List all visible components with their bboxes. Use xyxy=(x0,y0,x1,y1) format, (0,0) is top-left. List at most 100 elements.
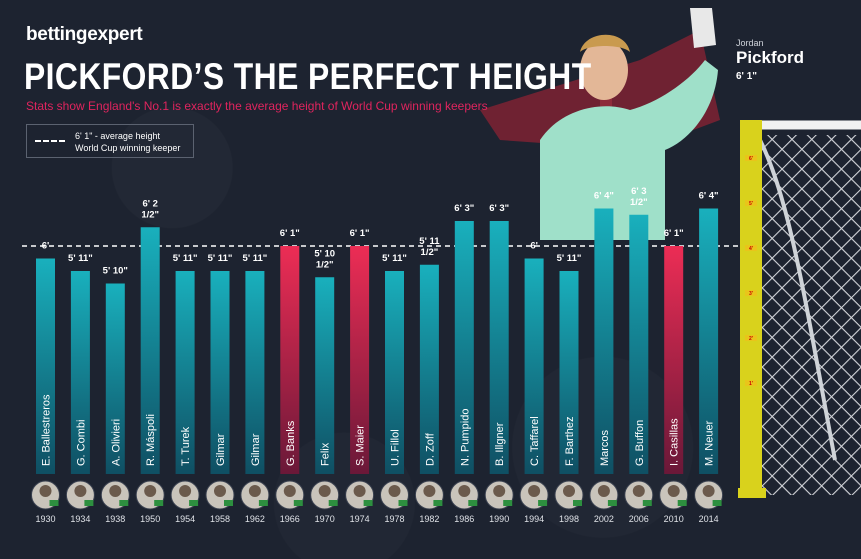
keeper-name: T. Turek xyxy=(180,426,192,466)
bar-1934 xyxy=(70,271,90,474)
flag-icon xyxy=(119,500,129,506)
bar-1954 xyxy=(175,271,195,474)
bar-1986 xyxy=(454,221,474,474)
keeper-name: U. Fillol xyxy=(390,429,402,466)
keeper-face-icon xyxy=(458,485,471,497)
bar-2002 xyxy=(594,208,614,474)
keeper-face-icon xyxy=(423,485,436,497)
year-label: 2002 xyxy=(594,514,614,524)
value-label: 6' 3" xyxy=(489,203,509,214)
value-label: 5' 11" xyxy=(243,253,268,264)
bar-1998 xyxy=(559,271,579,474)
chart-title: PICKFORD’S THE PERFECT HEIGHT xyxy=(24,56,592,97)
flag-icon xyxy=(642,500,652,506)
flag-icon xyxy=(607,500,617,506)
year-label: 1934 xyxy=(70,514,90,524)
player-height: 6' 1" xyxy=(736,71,758,82)
bar-1958 xyxy=(210,271,230,474)
year-label: 1994 xyxy=(524,514,544,524)
keeper-face-icon xyxy=(563,485,575,497)
bar-2006 xyxy=(629,214,649,474)
keeper-face-icon xyxy=(632,485,645,497)
flag-icon xyxy=(538,500,548,506)
flag-icon xyxy=(433,500,443,506)
keeper-name: B. Illgner xyxy=(494,422,506,466)
ruler-tick xyxy=(745,380,757,386)
ruler-mark-label: 4' xyxy=(749,246,753,252)
ruler-mark-label: 3' xyxy=(749,291,753,297)
keeper-name: R. Máspoli xyxy=(145,414,157,466)
year-label: 1982 xyxy=(419,514,439,524)
year-label: 1990 xyxy=(489,514,509,524)
player-first-name: Jordan xyxy=(736,38,764,48)
flag-icon xyxy=(189,500,199,506)
bar-1970 xyxy=(315,277,335,474)
bar-1962 xyxy=(245,271,265,474)
year-label: 1962 xyxy=(245,514,265,524)
bar-1982 xyxy=(419,264,439,474)
year-label: 2006 xyxy=(629,514,649,524)
flag-icon xyxy=(503,500,513,506)
value-label: 5' 11" xyxy=(68,253,93,264)
value-label: 5' 11" xyxy=(557,253,582,264)
year-label: 1938 xyxy=(105,514,125,524)
keeper-glove-shape xyxy=(690,8,716,48)
keeper-face-icon xyxy=(667,485,680,497)
keeper-name: Gilmar xyxy=(215,433,227,466)
year-label: 1930 xyxy=(35,514,55,524)
keeper-face-icon xyxy=(179,485,192,497)
ruler-post xyxy=(740,120,762,498)
keeper-face-icon xyxy=(144,485,157,497)
legend-text: 6' 1" - average height World Cup winning… xyxy=(75,131,181,153)
value-label: 6' 3 1/2" xyxy=(630,186,648,208)
keeper-name: F. Barthez xyxy=(564,416,576,466)
keeper-face-icon xyxy=(528,485,541,497)
value-label: 6' 4" xyxy=(594,191,614,202)
value-label: 5' 11" xyxy=(173,253,198,264)
value-label: 6' 3" xyxy=(454,203,474,214)
ruler-mark-label: 5' xyxy=(749,201,753,207)
bar-1978 xyxy=(385,271,404,474)
flag-icon xyxy=(258,500,268,506)
bar-2014 xyxy=(699,208,719,474)
keeper-name: N. Pumpido xyxy=(459,409,471,466)
bar-1990 xyxy=(489,221,509,474)
ruler-tick xyxy=(745,155,757,161)
value-label: 5' 11 1/2" xyxy=(419,236,440,258)
keeper-face-icon xyxy=(74,485,87,497)
flag-icon xyxy=(328,500,338,506)
flag-icon xyxy=(84,500,94,506)
keeper-name: G. Buffon xyxy=(634,420,646,466)
keeper-face-icon xyxy=(388,485,401,497)
ruler-mark-label: 1' xyxy=(749,381,753,387)
player-label: Jordan Pickford 6' 1" xyxy=(736,38,804,82)
bar-1950 xyxy=(140,227,160,474)
keeper-face-icon xyxy=(353,485,366,497)
goal-net xyxy=(762,135,861,495)
bars: 6' E. Ballestreros 1930 5' 11" G. Combi 1934 5… xyxy=(31,186,724,524)
value-label: 6' 1" xyxy=(280,228,300,239)
chart-subtitle: Stats show England's No.1 is exactly the… xyxy=(26,99,488,113)
flag-icon xyxy=(154,500,164,506)
value-label: 5' 11" xyxy=(382,253,407,264)
keeper-name: I. Casillas xyxy=(669,418,681,466)
year-label: 2010 xyxy=(664,514,684,524)
year-label: 1966 xyxy=(280,514,300,524)
keeper-face-icon xyxy=(248,485,261,497)
flag-icon xyxy=(573,500,582,506)
flag-icon xyxy=(677,500,687,506)
keeper-face-icon xyxy=(493,485,506,497)
ruler-tick xyxy=(745,245,757,251)
ruler-tick xyxy=(745,335,757,341)
keeper-name: E. Ballestreros xyxy=(41,394,53,466)
keeper-face-icon xyxy=(283,485,296,497)
bar-1930 xyxy=(36,258,55,474)
bar-1966 xyxy=(280,246,300,474)
value-label: 5' 10" xyxy=(103,266,128,277)
player-last-name: Pickford xyxy=(736,48,805,67)
keeper-name: D. Zoff xyxy=(424,432,436,466)
year-label: 1974 xyxy=(350,514,370,524)
keeper-name: C. Taffarel xyxy=(529,416,541,466)
keeper-name: Marcos xyxy=(599,429,611,466)
